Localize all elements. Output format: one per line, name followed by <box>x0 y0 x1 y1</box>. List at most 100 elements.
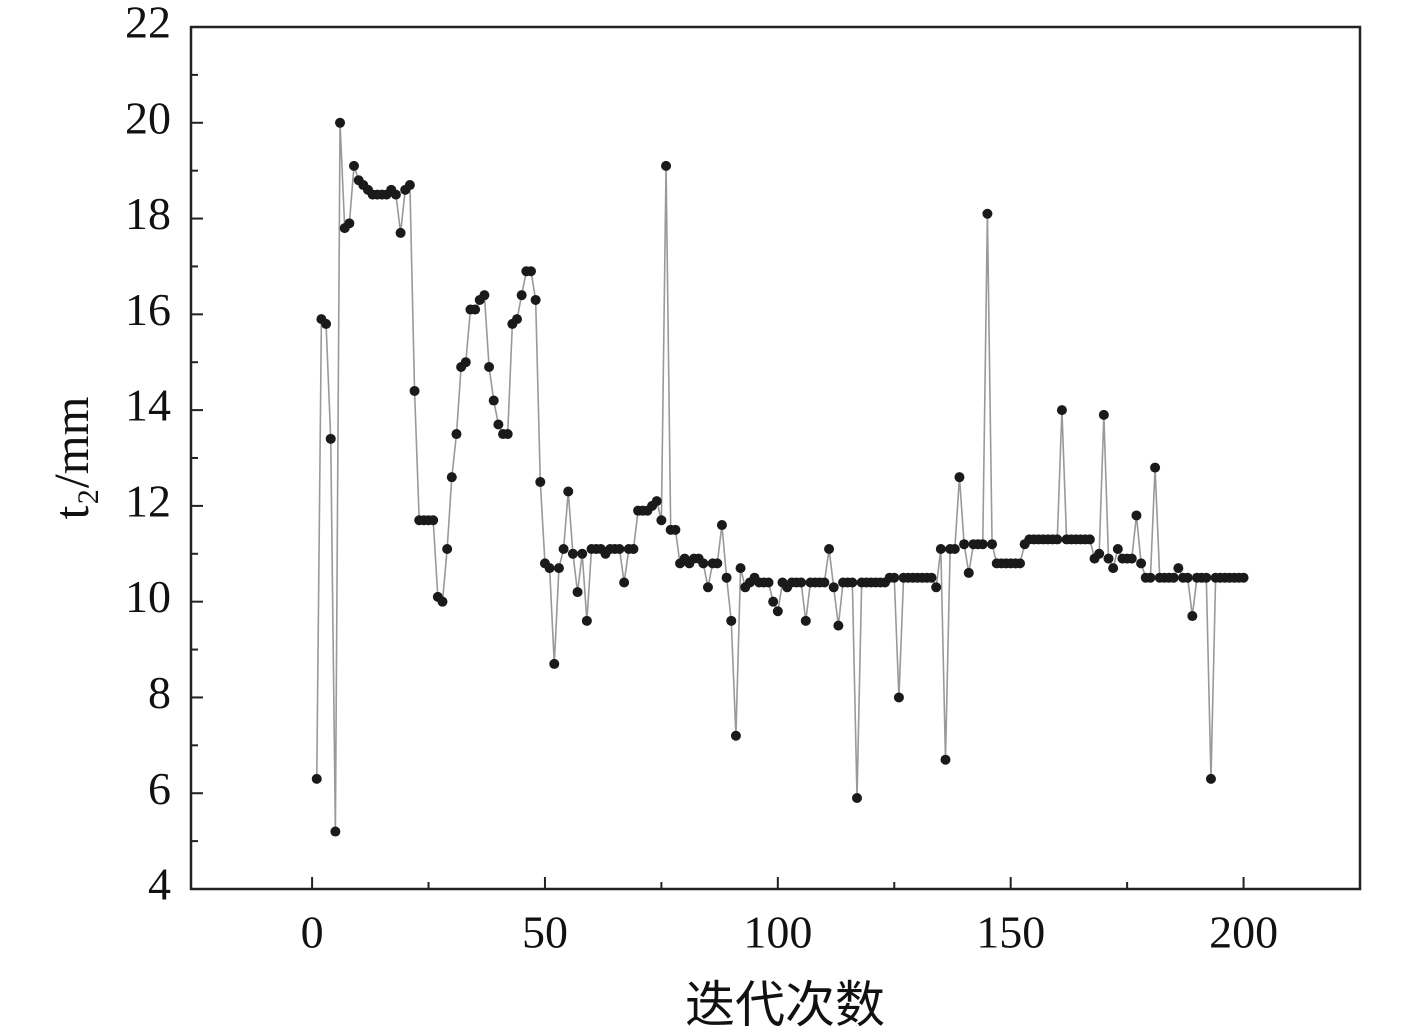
data-point <box>768 596 779 607</box>
data-point <box>442 543 453 554</box>
y-tick-label: 4 <box>148 859 171 910</box>
data-point <box>954 472 965 483</box>
data-point <box>619 577 630 588</box>
data-point <box>488 395 499 406</box>
data-point <box>982 208 993 219</box>
data-point <box>1112 543 1123 554</box>
data-point <box>1098 409 1109 420</box>
data-point <box>847 577 858 588</box>
y-tick-label: 6 <box>148 763 171 814</box>
data-point <box>735 563 746 574</box>
data-point <box>963 567 974 578</box>
data-point <box>502 429 513 440</box>
data-point <box>628 543 639 554</box>
data-point <box>1094 548 1105 559</box>
data-point <box>567 548 578 559</box>
data-point <box>1056 405 1067 416</box>
data-point <box>959 539 970 550</box>
data-point <box>716 520 727 531</box>
data-point <box>949 543 960 554</box>
data-point <box>889 572 900 583</box>
data-point <box>311 773 322 784</box>
data-point <box>484 362 495 373</box>
data-point <box>344 218 355 229</box>
data-point <box>1126 553 1137 564</box>
data-point <box>395 227 406 238</box>
data-point <box>512 314 523 325</box>
data-point <box>451 429 462 440</box>
data-point <box>987 539 998 550</box>
data-point <box>325 433 336 444</box>
data-point <box>824 543 835 554</box>
data-point <box>409 385 420 396</box>
data-point <box>772 606 783 617</box>
data-point <box>530 294 541 305</box>
y-axis-label: t₂/mm <box>43 396 99 519</box>
data-point <box>977 539 988 550</box>
data-point <box>1182 572 1193 583</box>
data-point <box>525 266 536 277</box>
data-point <box>1052 534 1063 545</box>
data-point <box>1201 572 1212 583</box>
data-point <box>549 658 560 669</box>
data-point <box>1084 534 1095 545</box>
x-tick-label: 50 <box>522 907 568 958</box>
data-point <box>1136 558 1147 569</box>
data-point <box>614 543 625 554</box>
y-tick-label: 18 <box>125 188 171 239</box>
data-point <box>893 692 904 703</box>
data-point <box>800 615 811 626</box>
data-point <box>563 486 574 497</box>
data-point <box>656 515 667 526</box>
data-point <box>493 419 504 430</box>
data-point <box>428 515 439 526</box>
data-point <box>670 524 681 535</box>
data-point <box>698 558 709 569</box>
x-tick-label: 200 <box>1209 907 1278 958</box>
data-point <box>349 160 360 171</box>
data-point <box>763 577 774 588</box>
data-point <box>1187 611 1198 622</box>
data-point <box>390 189 401 200</box>
data-point <box>721 572 732 583</box>
data-point <box>577 548 588 559</box>
data-point <box>470 304 481 315</box>
data-point <box>712 558 723 569</box>
data-point <box>479 290 490 301</box>
data-point <box>819 577 830 588</box>
y-tick-label: 22 <box>125 0 171 48</box>
data-point <box>796 577 807 588</box>
data-point <box>1173 563 1184 574</box>
y-tick-label: 14 <box>125 380 171 431</box>
data-point <box>404 180 415 191</box>
y-tick-label: 12 <box>125 475 171 526</box>
data-point <box>572 587 583 598</box>
x-tick-label: 100 <box>743 907 812 958</box>
data-point <box>558 543 569 554</box>
data-point <box>1103 553 1114 564</box>
data-point <box>1108 563 1119 574</box>
data-point <box>335 117 346 128</box>
x-tick-label: 0 <box>301 907 324 958</box>
x-tick-label: 150 <box>976 907 1045 958</box>
data-point <box>446 472 457 483</box>
data-point <box>726 615 737 626</box>
data-point <box>1238 572 1249 583</box>
data-point <box>651 496 662 507</box>
data-point <box>661 160 672 171</box>
data-point <box>940 754 951 765</box>
data-point <box>1205 773 1216 784</box>
data-point <box>1168 572 1179 583</box>
data-point <box>1145 572 1156 583</box>
data-point <box>926 572 937 583</box>
data-point <box>553 563 564 574</box>
data-point <box>535 476 546 487</box>
data-point <box>931 582 942 593</box>
data-point <box>581 615 592 626</box>
data-point <box>516 290 527 301</box>
x-axis-label: 迭代次数 <box>685 977 885 1033</box>
data-point <box>544 563 555 574</box>
data-point <box>321 318 332 329</box>
y-tick-label: 16 <box>125 284 171 335</box>
